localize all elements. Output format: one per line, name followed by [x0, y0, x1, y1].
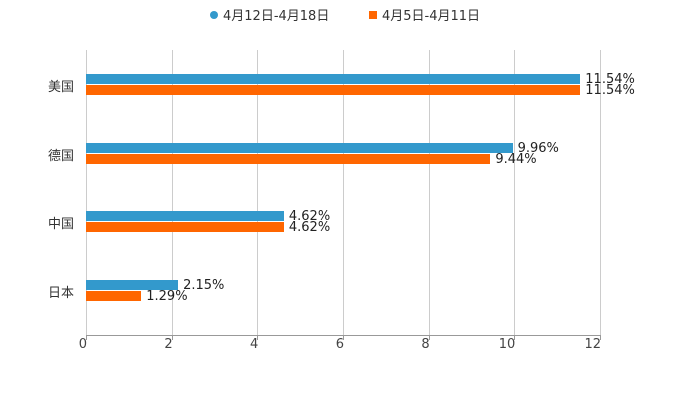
- x-tick-label: 0: [78, 337, 87, 352]
- bar[interactable]: [86, 291, 142, 301]
- bar[interactable]: [86, 154, 491, 164]
- legend: 4月12日-4月18日 4月5日-4月11日: [0, 5, 700, 25]
- legend-dot-icon: [210, 10, 218, 19]
- gridline: [171, 50, 173, 335]
- x-tick: [171, 335, 173, 340]
- data-label: 9.44%: [495, 152, 537, 167]
- x-tick-label: 4: [250, 337, 259, 352]
- data-label: 4.62%: [288, 209, 331, 224]
- x-tick-label: 8: [421, 337, 430, 352]
- data-label: 4.62%: [288, 220, 331, 235]
- x-tick-label: 6: [335, 337, 344, 352]
- category-label: 德国: [48, 149, 75, 164]
- bar[interactable]: [86, 222, 284, 232]
- x-tick: [343, 335, 344, 340]
- x-tick: [514, 335, 516, 340]
- bar[interactable]: [86, 211, 284, 221]
- x-tick-label: 2: [164, 337, 173, 352]
- bar[interactable]: [86, 143, 513, 153]
- bar[interactable]: [86, 74, 581, 84]
- gridline: [86, 50, 87, 335]
- bar[interactable]: [86, 280, 179, 290]
- category-label: 美国: [48, 80, 75, 95]
- x-tick-label: 12: [584, 337, 601, 352]
- legend-item-series-2[interactable]: 4月5日-4月11日: [369, 5, 480, 24]
- x-tick: [86, 335, 87, 340]
- category-label: 中国: [48, 217, 75, 232]
- gridline: [514, 50, 516, 335]
- legend-label: 4月5日-4月11日: [382, 9, 481, 24]
- legend-item-series-1[interactable]: 4月12日-4月18日: [210, 5, 329, 24]
- x-tick-label: 10: [498, 337, 516, 352]
- legend-square-icon: [369, 10, 377, 19]
- data-label: 11.54%: [585, 83, 635, 98]
- x-tick: [428, 335, 430, 340]
- gridline: [257, 50, 259, 335]
- data-label: 2.15%: [183, 278, 225, 293]
- data-label: 1.29%: [146, 289, 188, 304]
- plot-area: [86, 50, 601, 335]
- gridline: [428, 50, 430, 335]
- bar[interactable]: [86, 85, 581, 95]
- data-label: 9.96%: [517, 141, 559, 156]
- legend-label: 4月12日-4月18日: [223, 9, 330, 24]
- category-label: 日本: [48, 286, 75, 301]
- gridline: [600, 50, 601, 335]
- x-tick: [257, 335, 259, 340]
- gridline: [343, 50, 344, 335]
- x-tick: [600, 335, 601, 340]
- data-label: 11.54%: [585, 72, 635, 87]
